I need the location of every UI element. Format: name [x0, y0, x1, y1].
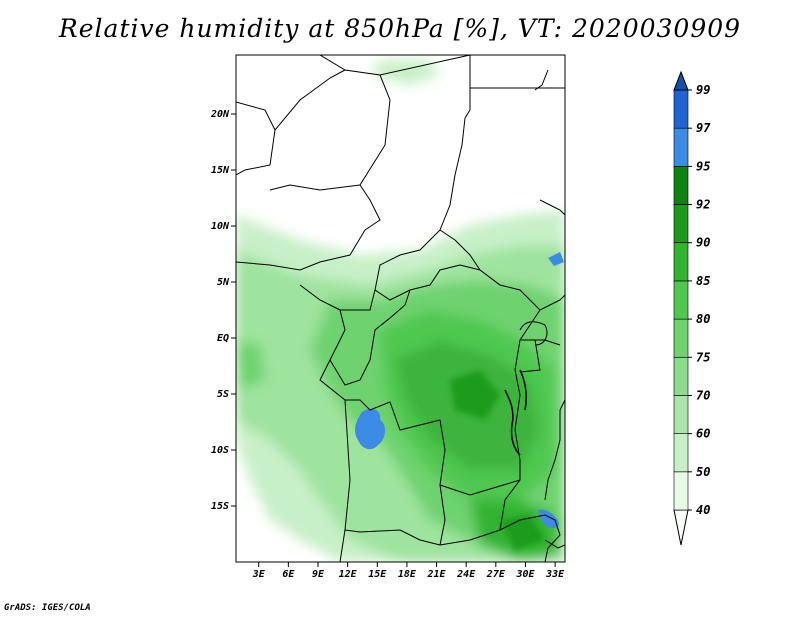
colorbar-label: 90 [696, 236, 710, 250]
colorbar-segment [673, 280, 689, 320]
map-frame [235, 54, 566, 563]
colorbar-label: 92 [696, 198, 710, 212]
colorbar-label: 75 [696, 350, 710, 364]
lon-label: 6E [282, 569, 295, 580]
colorbar-segment [673, 166, 689, 205]
lon-label: 18E [398, 569, 417, 580]
colorbar-segment [673, 70, 689, 91]
colorbar-label: 50 [696, 465, 710, 479]
lat-label: 20N [210, 109, 230, 120]
colorbar-label: 80 [696, 312, 710, 326]
lon-label: 9E [312, 569, 325, 580]
lon-label: 15E [368, 569, 387, 580]
colorbar: 40 50 60 70 75 80 85 90 92 95 97 99 [673, 70, 711, 546]
colorbar-label: 95 [696, 159, 710, 173]
colorbar-segment [673, 127, 689, 167]
colorbar-segment [673, 356, 689, 396]
colorbar-segment [673, 471, 689, 511]
rh-patch-97c [548, 252, 564, 266]
rh-patch-97b [538, 509, 559, 528]
colorbar-label: 60 [696, 427, 710, 441]
colorbar-label: 99 [696, 83, 710, 97]
lon-label: 12E [339, 569, 358, 580]
colorbar-label: 40 [696, 503, 710, 517]
rh-zone-95b [500, 515, 545, 550]
rh-zone-north [370, 60, 440, 85]
colorbar-label: 70 [696, 388, 710, 402]
lon-label: 24E [456, 569, 476, 580]
grads-credit: GrADS: IGES/COLA [4, 603, 91, 613]
lat-label: 5S [217, 389, 229, 400]
colorbar-label: 97 [696, 121, 711, 135]
colorbar-segment [673, 242, 689, 282]
colorbar-segment [673, 318, 689, 358]
colorbar-segment [673, 395, 689, 434]
colorbar-label: 85 [696, 274, 710, 288]
colorbar-segment [673, 89, 689, 129]
rh-patch-97 [355, 408, 386, 450]
colorbar-segment [673, 204, 689, 244]
lon-label: 30E [515, 569, 535, 580]
lon-label: 3E [252, 569, 266, 580]
lon-label: 33E [545, 569, 565, 580]
latitude-axis: 20N 15N 10N 5N EQ 5S 10S 15S [210, 109, 236, 512]
colorbar-segment [673, 433, 689, 473]
map-title: Relative humidity at 850hPa [%], VT: 202… [58, 14, 742, 43]
lat-label: 10S [211, 445, 229, 456]
lat-label: 10N [211, 221, 230, 232]
rh-zone-west [236, 340, 265, 390]
rh-zone-95 [450, 370, 500, 420]
colorbar-segment [673, 509, 689, 546]
lat-label: 15N [211, 165, 230, 176]
lon-label: 21E [427, 569, 447, 580]
lat-label: 15S [211, 501, 229, 512]
lon-label: 27E [486, 569, 506, 580]
country-borders [236, 55, 565, 562]
longitude-axis: 3E 6E 9E 12E 15E 18E 21E 24E 27E 30E 33E [252, 562, 565, 580]
lat-label: 5N [217, 277, 230, 288]
lat-label: EQ [217, 333, 229, 344]
